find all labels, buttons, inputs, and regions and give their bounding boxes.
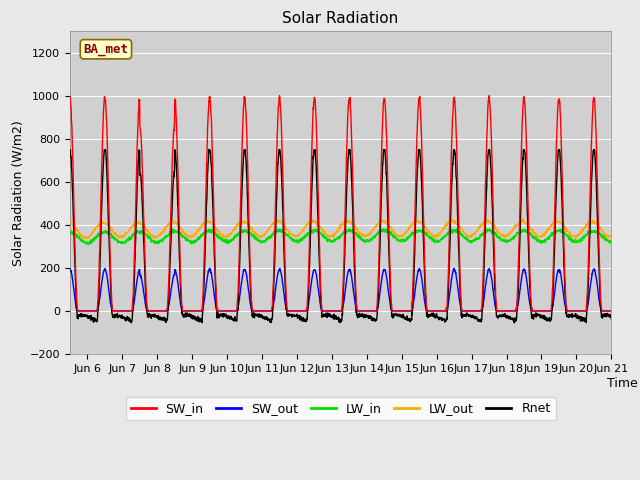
Legend: SW_in, SW_out, LW_in, LW_out, Rnet: SW_in, SW_out, LW_in, LW_out, Rnet <box>125 397 556 420</box>
X-axis label: Time: Time <box>607 376 637 389</box>
Y-axis label: Solar Radiation (W/m2): Solar Radiation (W/m2) <box>11 120 24 265</box>
Title: Solar Radiation: Solar Radiation <box>282 11 399 26</box>
Text: BA_met: BA_met <box>83 43 129 56</box>
